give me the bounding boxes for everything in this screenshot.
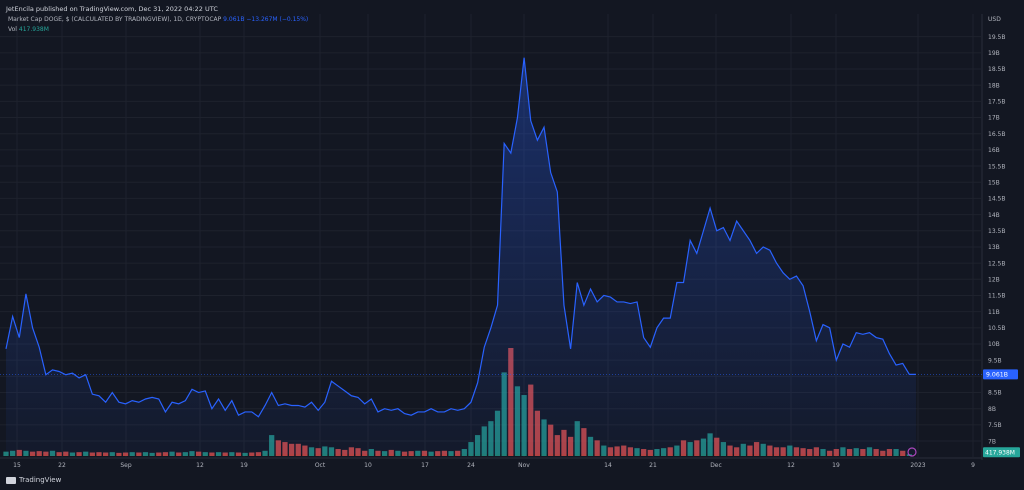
volume-bar	[229, 452, 235, 456]
volume-bar	[209, 452, 215, 456]
x-tick-label: 19	[240, 462, 248, 469]
last-volume-label: 417.938M	[985, 450, 1015, 457]
volume-bar	[242, 452, 248, 456]
tradingview-brand[interactable]: TradingView	[6, 476, 61, 484]
y-tick-label: 17.5B	[988, 99, 1005, 106]
volume-bar	[96, 452, 102, 456]
y-tick-label: 10B	[988, 341, 1000, 348]
y-tick-label: 12.5B	[988, 260, 1005, 267]
y-tick-label: 16B	[988, 147, 1000, 154]
y-tick-label: 18B	[988, 82, 1000, 89]
y-tick-label: 12B	[988, 276, 1000, 283]
x-tick-label: 21	[649, 462, 657, 469]
y-tick-label: 15B	[988, 179, 1000, 186]
volume-bar	[202, 452, 208, 456]
y-tick-label: 11.5B	[988, 293, 1005, 300]
x-tick-label: 12	[196, 462, 204, 469]
x-tick-label: 15	[13, 462, 21, 469]
volume-bar	[129, 452, 135, 456]
y-tick-label: 17B	[988, 115, 1000, 122]
y-tick-label: 14.5B	[988, 196, 1005, 203]
volume-bar	[69, 452, 76, 456]
x-tick-label: 10	[364, 462, 372, 469]
volume-bar	[103, 452, 109, 456]
published-note: JetEncila published on TradingView.com, …	[6, 5, 218, 13]
y-tick-label: 13B	[988, 244, 1000, 251]
y-tick-label: 9.5B	[988, 357, 1002, 364]
x-tick-label: 14	[604, 462, 612, 469]
event-marker-icon	[907, 447, 917, 457]
volume-bar	[136, 452, 142, 456]
y-tick-label: 19.5B	[988, 34, 1005, 41]
x-tick-label: Oct	[315, 462, 326, 469]
y-tick-label: 13.5B	[988, 228, 1005, 235]
volume-bar	[222, 452, 228, 456]
y-tick-label: 15.5B	[988, 163, 1005, 170]
volume-bar	[162, 452, 169, 456]
volume-label[interactable]: Vol	[8, 26, 17, 33]
last-price-label: 9.061B	[986, 372, 1008, 379]
symbol-title[interactable]: Market Cap DOGE, $ (CALCULATED BY TRADIN…	[8, 16, 222, 23]
x-tick-label: 17	[421, 462, 429, 469]
y-tick-label: 18.5B	[988, 66, 1005, 73]
x-tick-label: 22	[58, 462, 66, 469]
volume-bar	[76, 452, 82, 456]
volume-bar	[142, 452, 149, 456]
x-tick-label: 12	[787, 462, 795, 469]
volume-bar	[109, 452, 115, 456]
change-value: −13.267M (−0.15%)	[246, 16, 309, 23]
symbol-legend: Market Cap DOGE, $ (CALCULATED BY TRADIN…	[8, 16, 308, 23]
y-tick-label: 8.5B	[988, 390, 1002, 397]
last-volume-badge	[983, 447, 1020, 458]
volume-bar	[215, 452, 222, 456]
last-value: 9.061B	[223, 16, 245, 23]
last-price-badge	[983, 369, 1018, 380]
y-tick-label: 11B	[988, 309, 1000, 316]
volume-bar	[149, 452, 155, 456]
volume-bar	[176, 452, 182, 456]
y-tick-label: 8B	[988, 406, 996, 413]
series-line	[5, 57, 917, 418]
x-tick-label: Dec	[710, 462, 722, 469]
x-tick-label: 19	[832, 462, 840, 469]
y-tick-label: 10.5B	[988, 325, 1005, 332]
y-tick-label: 19B	[988, 50, 1000, 57]
currency-label: USD	[988, 16, 1001, 23]
x-tick-label: Nov	[518, 462, 530, 469]
volume-bar	[182, 452, 188, 456]
volume-bar	[156, 452, 162, 456]
y-tick-label: 7.5B	[988, 422, 1002, 429]
volume-bar	[122, 452, 129, 456]
x-tick-label: 2023	[910, 462, 925, 469]
volume-bar	[235, 452, 242, 456]
area-fill	[6, 57, 916, 455]
x-tick-label: 9	[971, 462, 975, 469]
brand-name: TradingView	[19, 476, 62, 484]
volume-bar	[255, 452, 262, 456]
volume-bar	[56, 452, 62, 456]
x-tick-label: Sep	[120, 462, 132, 469]
x-tick-label: 24	[467, 462, 475, 469]
volume-value: 417.938M	[18, 26, 49, 33]
volume-bar	[89, 452, 95, 456]
y-tick-label: 14B	[988, 212, 1000, 219]
tradingview-logo-icon	[6, 476, 16, 484]
y-tick-label: 7B	[988, 438, 996, 445]
volume-bar	[249, 452, 255, 456]
volume-bar	[116, 452, 122, 456]
y-tick-label: 16.5B	[988, 131, 1005, 138]
volume-legend: Vol 417.938M	[8, 26, 49, 33]
